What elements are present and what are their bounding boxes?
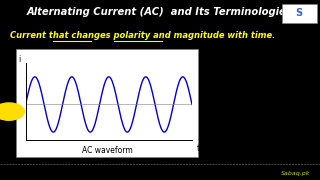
Text: Sabaq.pk: Sabaq.pk	[281, 171, 310, 176]
FancyBboxPatch shape	[282, 4, 317, 23]
Text: S: S	[296, 8, 303, 18]
Text: i: i	[18, 55, 20, 64]
FancyBboxPatch shape	[16, 49, 198, 157]
Text: 1: 1	[197, 139, 201, 145]
Circle shape	[0, 103, 24, 120]
Text: t: t	[197, 144, 200, 153]
Text: AC waveform: AC waveform	[82, 146, 132, 155]
Text: Alternating Current (AC)  and Its Terminologies: Alternating Current (AC) and Its Termino…	[27, 7, 293, 17]
Text: Current that changes polarity and magnitude with time.: Current that changes polarity and magnit…	[10, 31, 275, 40]
